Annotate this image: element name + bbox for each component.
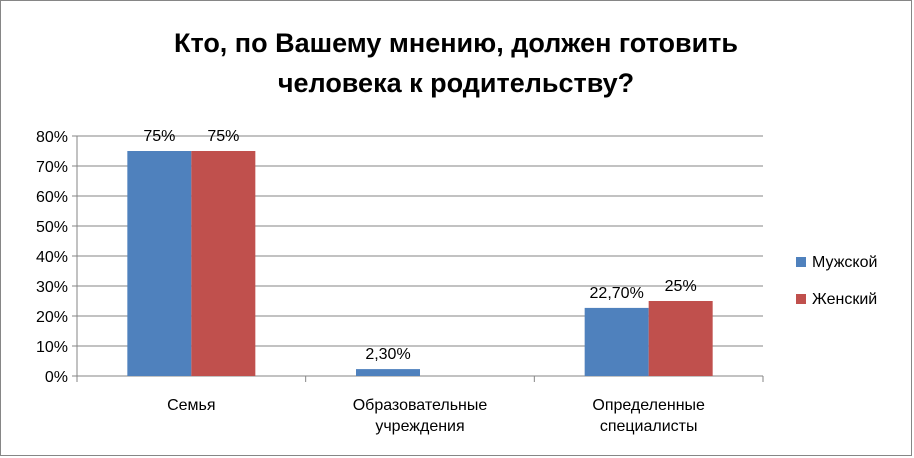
y-tick-label: 80% xyxy=(36,129,68,146)
category-label: специалисты xyxy=(600,418,698,435)
chart-title: Кто, по Вашему мнению, должен готовить ч… xyxy=(61,23,851,103)
legend-label: Мужской xyxy=(812,254,877,271)
data-label: 75% xyxy=(207,128,239,145)
y-tick-label: 50% xyxy=(36,219,68,236)
y-tick-label: 10% xyxy=(36,339,68,356)
y-tick-label: 20% xyxy=(36,309,68,326)
bar xyxy=(584,307,649,376)
bar xyxy=(127,151,192,376)
bar xyxy=(648,301,713,376)
data-label: 25% xyxy=(665,278,697,295)
category-label: Семья xyxy=(167,397,215,414)
bar xyxy=(191,151,256,376)
legend-label: Женский xyxy=(812,291,877,308)
chart-title-line-1: Кто, по Вашему мнению, должен готовить xyxy=(173,28,739,58)
chart-title-line-2: человека к родительству? xyxy=(277,68,635,98)
category-label: учреждения xyxy=(375,418,464,435)
y-tick-label: 30% xyxy=(36,279,68,296)
category-label: Образовательные xyxy=(353,397,488,414)
y-tick-label: 70% xyxy=(36,159,68,176)
legend-swatch xyxy=(796,294,806,304)
data-label: 2,30% xyxy=(365,346,410,363)
category-label: Определенные xyxy=(592,397,705,414)
data-label: 22,70% xyxy=(590,285,644,302)
legend-swatch xyxy=(796,257,806,267)
y-tick-label: 60% xyxy=(36,189,68,206)
y-tick-label: 0% xyxy=(45,369,68,386)
data-label: 75% xyxy=(143,128,175,145)
bar xyxy=(356,369,420,376)
y-tick-label: 40% xyxy=(36,249,68,266)
